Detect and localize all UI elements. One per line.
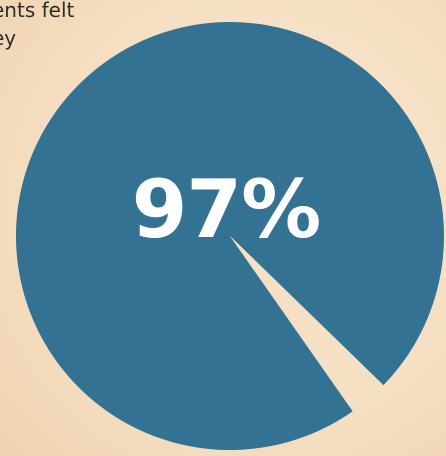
pie-slice-97 <box>15 22 444 451</box>
caption-line-1: ents felt <box>0 0 75 22</box>
caption-text: ents felt ey <box>0 0 74 52</box>
center-percent-label: 97% <box>132 163 320 256</box>
caption-line-2: ey <box>0 26 17 50</box>
pie-slice-3 <box>230 236 384 412</box>
